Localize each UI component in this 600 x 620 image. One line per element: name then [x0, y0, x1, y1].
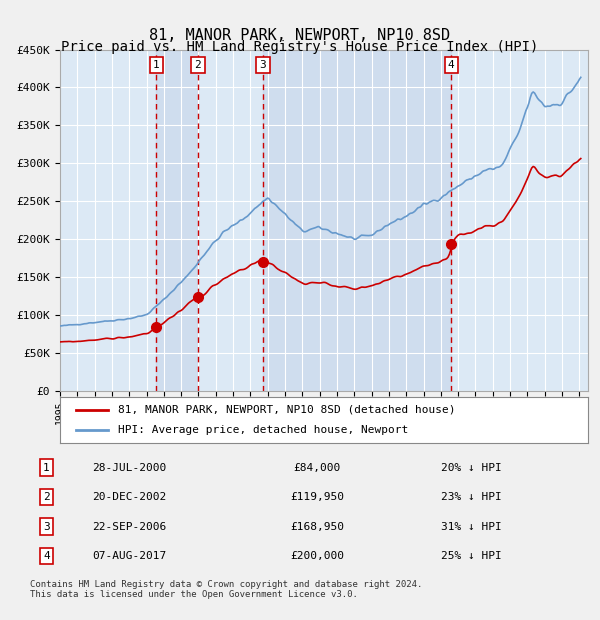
Text: 25% ↓ HPI: 25% ↓ HPI — [441, 551, 502, 561]
Text: 3: 3 — [260, 60, 266, 70]
Text: £168,950: £168,950 — [290, 521, 344, 531]
Bar — [157, 50, 198, 391]
Text: 20-DEC-2002: 20-DEC-2002 — [92, 492, 166, 502]
Text: 2: 2 — [43, 492, 50, 502]
Text: £84,000: £84,000 — [293, 463, 341, 472]
Text: 1: 1 — [43, 463, 50, 472]
Bar — [263, 50, 451, 391]
Text: 3: 3 — [43, 521, 50, 531]
Text: HPI: Average price, detached house, Newport: HPI: Average price, detached house, Newp… — [118, 425, 409, 435]
Text: 23% ↓ HPI: 23% ↓ HPI — [441, 492, 502, 502]
Text: 07-AUG-2017: 07-AUG-2017 — [92, 551, 166, 561]
Text: Contains HM Land Registry data © Crown copyright and database right 2024.
This d: Contains HM Land Registry data © Crown c… — [30, 580, 422, 599]
Text: 20% ↓ HPI: 20% ↓ HPI — [441, 463, 502, 472]
Text: 81, MANOR PARK, NEWPORT, NP10 8SD: 81, MANOR PARK, NEWPORT, NP10 8SD — [149, 28, 451, 43]
Text: £119,950: £119,950 — [290, 492, 344, 502]
Text: 22-SEP-2006: 22-SEP-2006 — [92, 521, 166, 531]
Text: 1: 1 — [153, 60, 160, 70]
Text: 4: 4 — [43, 551, 50, 561]
Text: 4: 4 — [448, 60, 455, 70]
Text: £200,000: £200,000 — [290, 551, 344, 561]
Text: Price paid vs. HM Land Registry's House Price Index (HPI): Price paid vs. HM Land Registry's House … — [61, 40, 539, 55]
Text: 81, MANOR PARK, NEWPORT, NP10 8SD (detached house): 81, MANOR PARK, NEWPORT, NP10 8SD (detac… — [118, 405, 455, 415]
Text: 31% ↓ HPI: 31% ↓ HPI — [441, 521, 502, 531]
Text: 28-JUL-2000: 28-JUL-2000 — [92, 463, 166, 472]
Text: 2: 2 — [194, 60, 202, 70]
